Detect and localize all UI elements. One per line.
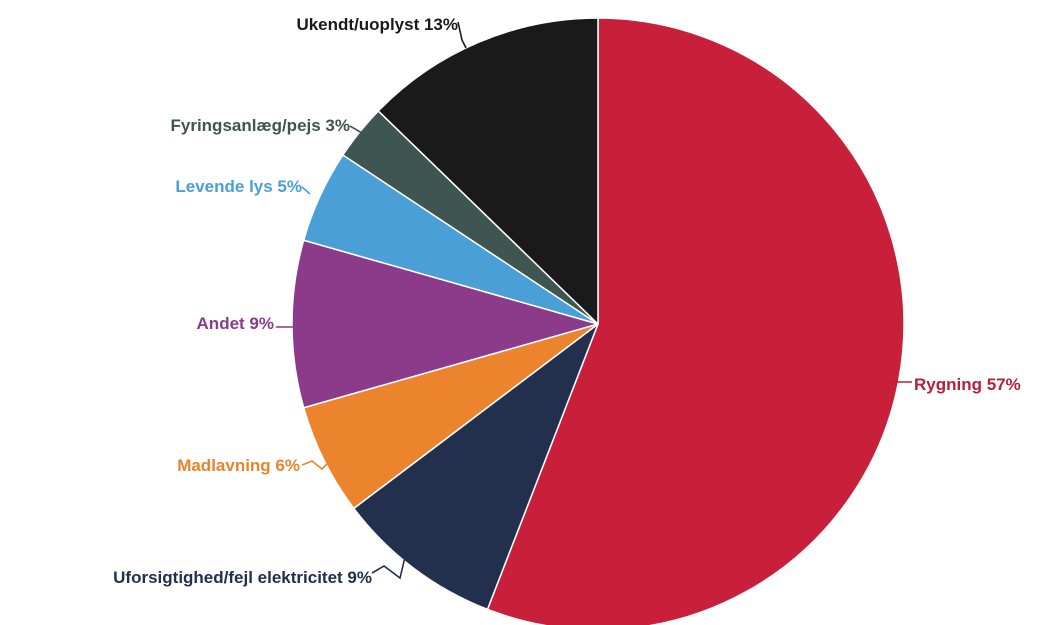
slice-ukendt-uoplyst [377,17,599,325]
label-madlavning: Madlavning 6% [177,456,300,475]
leader-uforsigtighed-elektricitet [371,556,406,580]
label-fyringsanlaeg-pejs: Fyringsanlæg/pejs 3% [171,116,351,135]
leader-levende-lys [301,186,311,195]
leader-fyringsanlaeg-pejs [349,125,363,134]
pie-slices [291,17,905,625]
label-andet: Andet 9% [197,314,274,333]
leader-ukendt-uoplyst [457,21,467,49]
leader-andet [276,316,299,328]
label-rygning: Rygning 57% [914,375,1021,394]
label-uforsigtighed-elektricitet: Uforsigtighed/fejl elektricitet 9% [113,568,372,587]
slice-rygning [486,17,905,625]
leader-madlavning [301,460,329,471]
label-ukendt-uoplyst: Ukendt/uoplyst 13% [296,15,458,34]
label-levende-lys: Levende lys 5% [175,177,302,196]
leader-lines [276,21,912,580]
slice-andet [291,239,599,409]
slice-uforsigtighed-elektricitet [353,323,599,611]
leader-rygning [886,381,912,396]
